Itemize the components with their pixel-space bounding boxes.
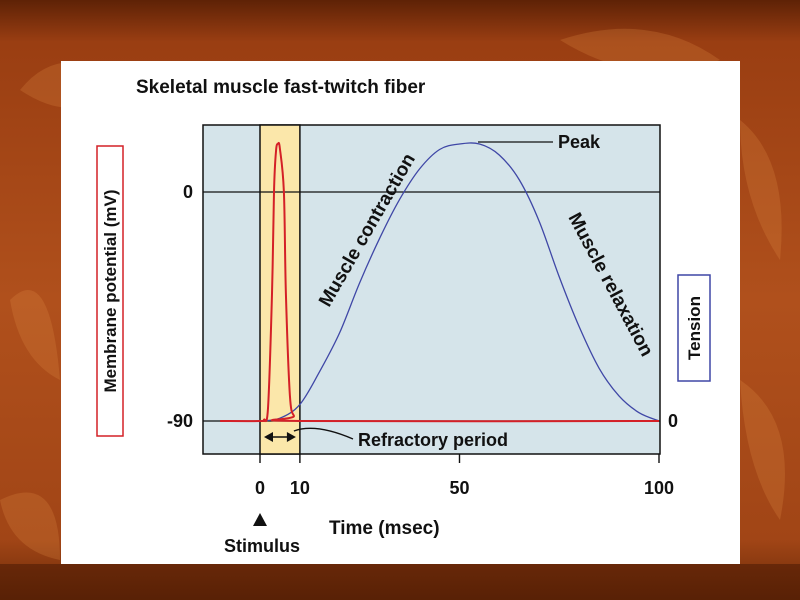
y-tick-label: -90 (167, 411, 193, 431)
refractory-band (259, 124, 301, 455)
y2-tick-label: 0 (668, 411, 678, 431)
refractory-arrowhead-left (264, 432, 273, 442)
y-axis-label: Membrane potential (mV) (101, 189, 120, 392)
refractory-arrowhead-right (286, 432, 296, 442)
refractory-leader-line (293, 427, 354, 440)
membrane-potential-curve (220, 141, 660, 423)
tension-curve (259, 142, 660, 422)
stimulus-label: Stimulus (224, 536, 300, 556)
y-tick-label: 0 (183, 182, 193, 202)
y2-axis-label: Tension (685, 296, 704, 360)
refractory-label: Refractory period (358, 430, 508, 450)
y2-label-box (677, 274, 711, 382)
x-tick-label: 0 (255, 478, 265, 498)
x-tick-label: 100 (644, 478, 674, 498)
peak-label: Peak (558, 132, 601, 152)
x-tick-label: 10 (290, 478, 310, 498)
x-axis-label: Time (msec) (329, 518, 440, 539)
chart-title: Skeletal muscle fast-twitch fiber (136, 77, 426, 98)
stimulus-arrow (253, 513, 267, 526)
x-axis-ticks: 0 10 50 100 (255, 454, 674, 498)
x-tick-label: 50 (449, 478, 469, 498)
chart: 0 10 50 100 Skeletal muscle fast-twitch fib… (96, 77, 711, 556)
y-label-box (96, 145, 124, 437)
